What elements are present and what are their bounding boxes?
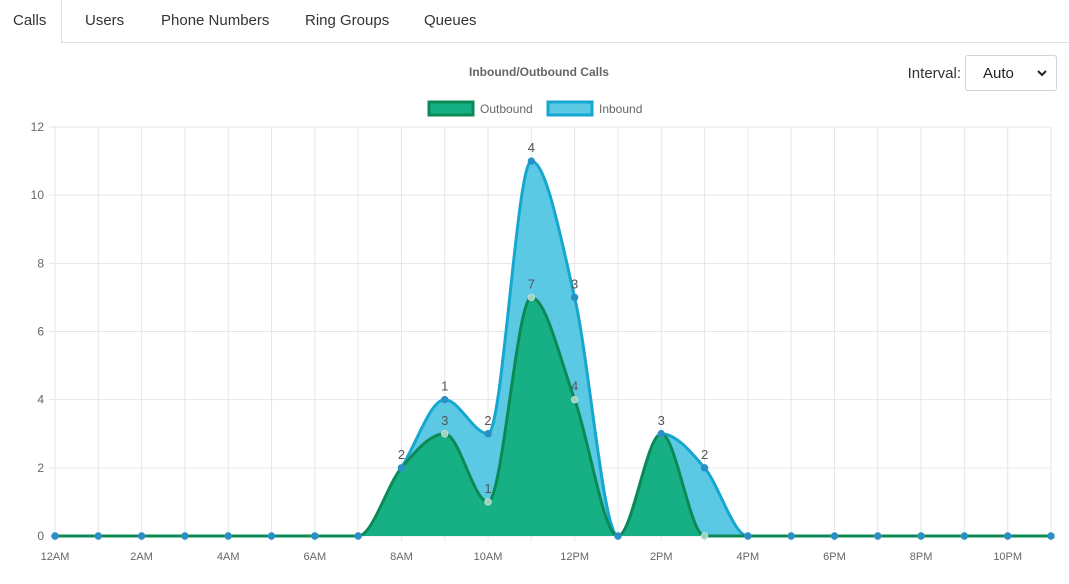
x-tick-label: 8AM — [390, 551, 413, 563]
point-label-inbound: 1 — [441, 379, 448, 394]
point-inbound[interactable] — [700, 464, 709, 472]
point-inbound[interactable] — [527, 157, 536, 165]
x-tick-label: 6PM — [823, 551, 846, 563]
point-outbound[interactable] — [570, 395, 579, 404]
y-tick-label: 12 — [31, 120, 45, 134]
point-inbound[interactable] — [830, 532, 839, 540]
point-outbound[interactable] — [441, 430, 449, 438]
legend-label-outbound[interactable]: Outbound — [480, 102, 533, 116]
tab-ring-groups[interactable]: Ring Groups — [305, 12, 390, 29]
y-tick-label: 0 — [37, 529, 44, 543]
x-tick-label: 12PM — [560, 551, 589, 563]
tab-phone-numbers[interactable]: Phone Numbers — [161, 12, 270, 29]
tab-bar: Calls Users Phone Numbers Ring Groups Qu… — [0, 0, 1069, 44]
chart-point-labels: 2 3 1 7 4 3 1 2 4 3 2 — [398, 140, 708, 496]
tab-calls[interactable]: Calls — [0, 0, 62, 44]
point-inbound[interactable] — [484, 430, 492, 438]
interval-control: Interval: Auto — [908, 54, 1057, 92]
point-inbound[interactable] — [787, 532, 795, 540]
y-axis: 0 2 4 6 8 10 12 — [31, 120, 45, 543]
point-inbound[interactable] — [960, 532, 969, 540]
calls-chart: Inbound/Outbound Calls Outbound Inbound 0… — [31, 65, 1055, 563]
chevron-down-icon — [1037, 70, 1047, 77]
point-inbound[interactable] — [94, 532, 103, 540]
point-label-inbound: 2 — [484, 413, 491, 428]
x-tick-label: 10PM — [993, 551, 1022, 563]
point-inbound[interactable] — [181, 532, 189, 540]
point-inbound[interactable] — [137, 532, 146, 540]
x-axis: 12AM 2AM 4AM 6AM 8AM 10AM 12PM 2PM 4PM 6PM 8PM 10PM — [41, 551, 1022, 563]
point-label-outbound: 7 — [528, 276, 535, 291]
x-tick-label: 2AM — [130, 551, 153, 563]
interval-selected-value: Auto — [983, 64, 1014, 82]
point-label-outbound: 2 — [398, 447, 405, 462]
area-outbound — [55, 297, 1051, 536]
chart-points — [51, 157, 1055, 540]
point-inbound[interactable] — [917, 532, 925, 540]
point-inbound[interactable] — [570, 293, 579, 302]
tab-users[interactable]: Users — [85, 12, 125, 29]
legend-label-inbound[interactable]: Inbound — [599, 102, 642, 116]
point-inbound[interactable] — [441, 395, 449, 404]
chart-title: Inbound/Outbound Calls — [469, 65, 609, 79]
y-tick-label: 10 — [31, 188, 45, 202]
point-label-outbound: 3 — [441, 413, 448, 428]
y-tick-label: 4 — [37, 393, 44, 407]
y-tick-label: 2 — [37, 461, 44, 475]
point-inbound[interactable] — [657, 430, 665, 438]
x-tick-label: 10AM — [474, 551, 503, 563]
point-inbound[interactable] — [874, 532, 882, 540]
point-outbound[interactable] — [527, 293, 536, 302]
interval-select[interactable]: Auto — [965, 55, 1057, 91]
y-tick-label: 8 — [37, 256, 44, 270]
point-inbound[interactable] — [397, 464, 406, 472]
point-outbound[interactable] — [484, 498, 492, 506]
point-inbound[interactable] — [354, 532, 362, 540]
interval-label: Interval: — [907, 64, 961, 82]
point-inbound[interactable] — [614, 532, 622, 540]
point-label-outbound: 3 — [658, 413, 665, 428]
point-label-inbound: 2 — [701, 447, 708, 462]
point-label-inbound: 4 — [528, 140, 535, 155]
chart-areas — [55, 159, 1051, 538]
point-inbound[interactable] — [224, 532, 232, 540]
legend-swatch-outbound[interactable] — [427, 100, 475, 117]
point-label-outbound: 1 — [484, 481, 491, 496]
point-inbound[interactable] — [51, 532, 59, 540]
point-label-outbound: 4 — [571, 379, 578, 394]
point-inbound[interactable] — [744, 532, 752, 540]
line-outbound — [55, 295, 1051, 538]
point-inbound[interactable] — [311, 532, 319, 540]
x-tick-label: 6AM — [304, 551, 327, 563]
x-tick-label: 8PM — [910, 551, 933, 563]
point-outbound[interactable] — [700, 532, 709, 540]
point-inbound[interactable] — [267, 532, 276, 540]
tab-queues[interactable]: Queues — [424, 12, 477, 29]
x-tick-label: 2PM — [650, 551, 673, 563]
point-inbound[interactable] — [1003, 532, 1012, 540]
x-tick-label: 4AM — [217, 551, 240, 563]
point-inbound[interactable] — [1047, 532, 1055, 540]
chart-legend: Outbound Inbound — [427, 100, 642, 117]
x-tick-label: 12AM — [41, 551, 70, 563]
y-tick-label: 6 — [37, 325, 44, 339]
point-label-inbound: 3 — [571, 276, 578, 291]
legend-swatch-inbound[interactable] — [546, 100, 594, 117]
x-tick-label: 4PM — [737, 551, 760, 563]
